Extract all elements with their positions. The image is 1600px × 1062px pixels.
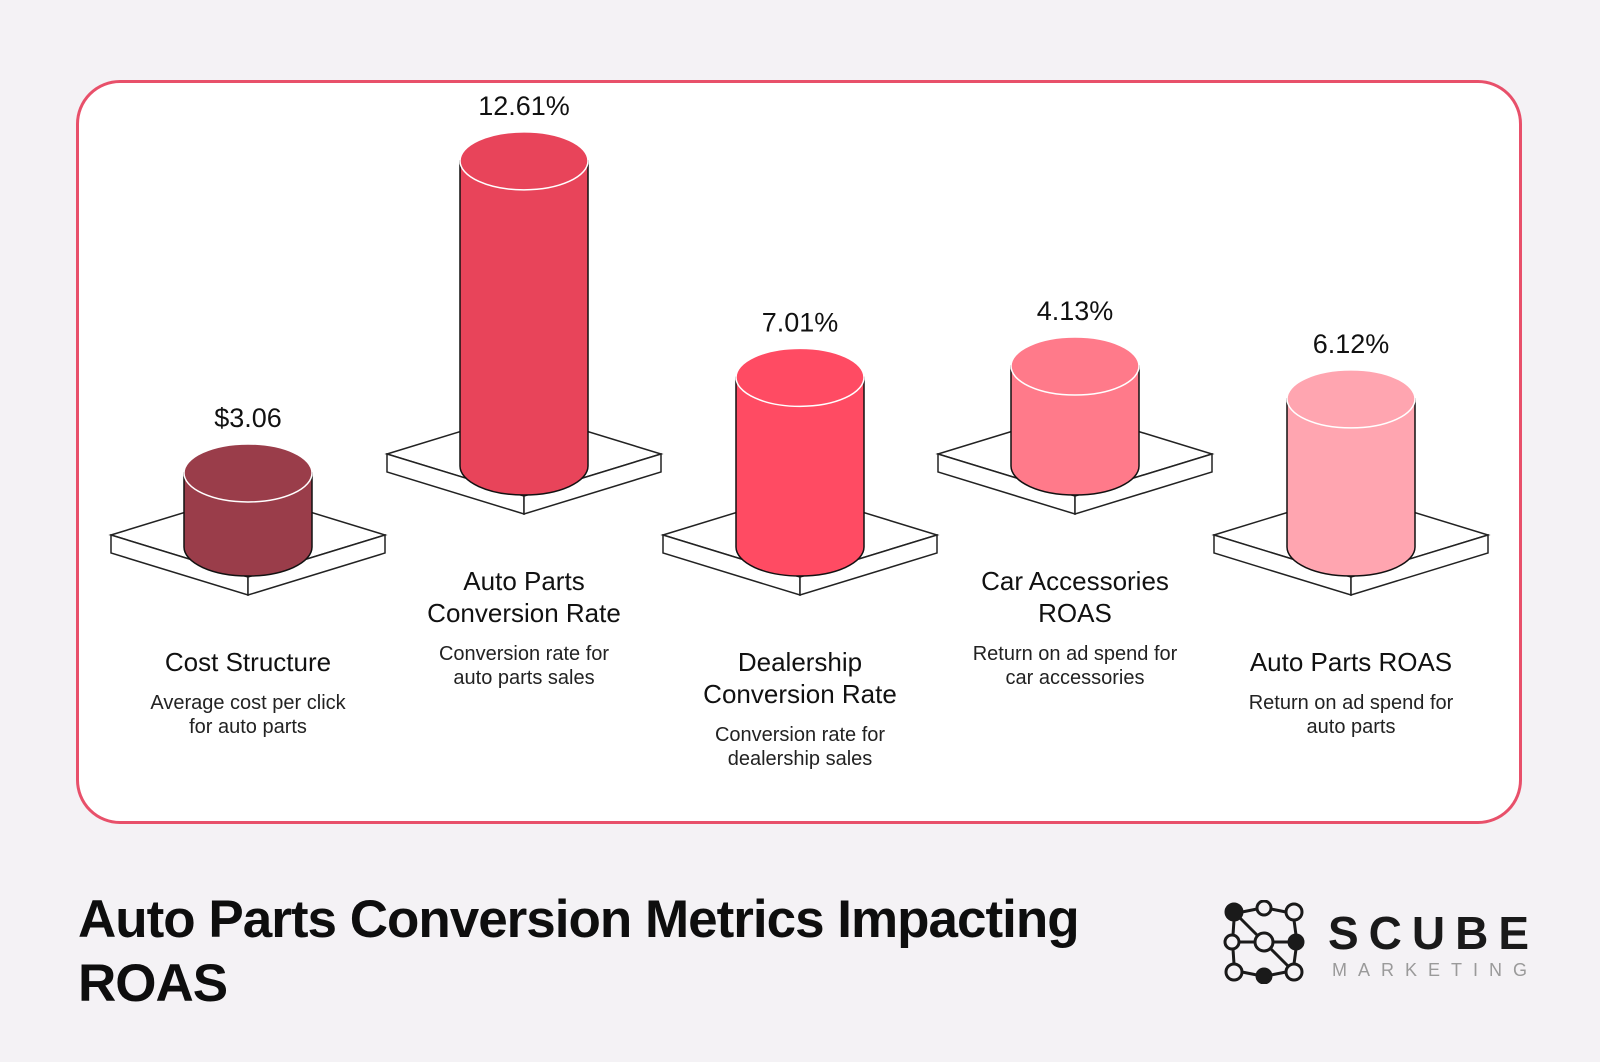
category-description: for auto parts xyxy=(189,716,307,738)
category-description: Conversion rate for xyxy=(439,643,609,665)
bar-cylinder-top xyxy=(735,347,865,408)
brand-subtitle: MARKETING xyxy=(1332,960,1539,980)
bar-cylinder-top xyxy=(183,443,313,503)
category-description: Return on ad spend for xyxy=(973,643,1178,665)
bar-cylinder-body xyxy=(1010,365,1140,496)
category-label: Car Accessories xyxy=(981,566,1169,596)
bar-group-1: $3.06 Cost Structure Average cost per clic… xyxy=(108,403,388,738)
category-description: Return on ad spend for xyxy=(1249,692,1454,714)
category-label: Auto Parts xyxy=(463,566,584,596)
value-label: 4.13% xyxy=(1037,296,1114,326)
brand-logo: SCUBE MARKETING xyxy=(1222,900,1532,1000)
category-description: Conversion rate for xyxy=(715,724,885,746)
category-description: car accessories xyxy=(1006,667,1145,689)
category-label: Conversion Rate xyxy=(427,598,621,628)
category-description: Average cost per click xyxy=(150,692,346,714)
bar-cylinder-top xyxy=(1010,336,1140,396)
category-label: Conversion Rate xyxy=(703,679,897,709)
bar-cylinder-body xyxy=(459,160,589,496)
bar-group-5: 6.12% Auto Parts ROAS Return on ad spend f… xyxy=(1211,329,1491,738)
category-description: auto parts sales xyxy=(453,667,594,689)
value-label: $3.06 xyxy=(214,403,282,433)
category-label: ROAS xyxy=(1038,598,1112,628)
page-title: Auto Parts Conversion Metrics Impacting … xyxy=(78,890,1080,1013)
bar-cylinder-top xyxy=(1286,369,1416,429)
category-label: Auto Parts ROAS xyxy=(1250,647,1452,677)
category-label: Cost Structure xyxy=(165,647,331,677)
value-label: 7.01% xyxy=(762,307,839,337)
category-description: auto parts xyxy=(1307,716,1396,738)
category-label: Dealership xyxy=(738,647,862,677)
bar-cylinder-top xyxy=(459,131,589,191)
bar-cylinder-body xyxy=(735,376,865,577)
category-description: dealership sales xyxy=(728,748,873,770)
scube-logo-icon xyxy=(1223,900,1305,984)
value-label: 12.61% xyxy=(478,91,570,121)
value-label: 6.12% xyxy=(1313,329,1390,359)
brand-name: SCUBE xyxy=(1328,907,1540,959)
bar-cylinder-body xyxy=(1286,398,1416,577)
